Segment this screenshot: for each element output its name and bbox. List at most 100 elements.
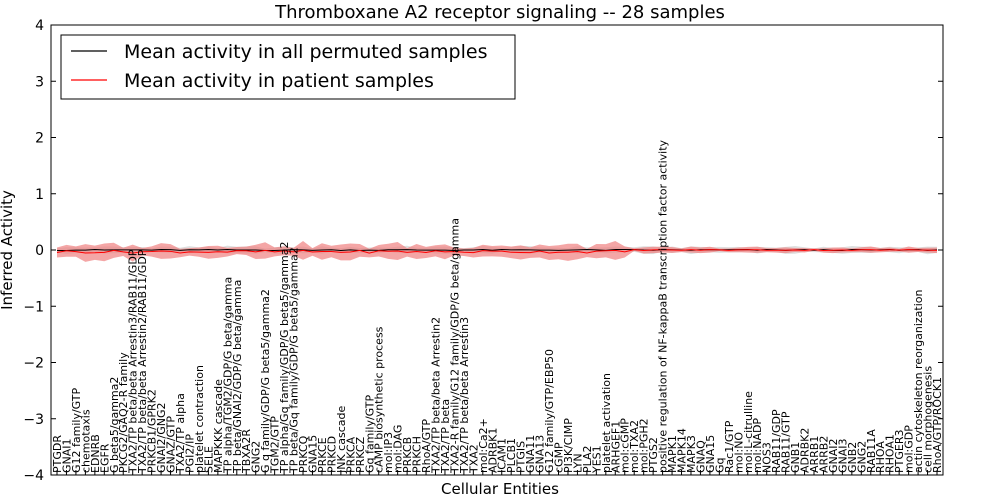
series-lines xyxy=(56,248,938,254)
category-label: GNA13 xyxy=(534,435,547,473)
category-label: MAPK14 xyxy=(676,428,689,473)
category-label: G q family/GDP/G beta5/gamma2 xyxy=(259,289,272,473)
category-label: ARRB1 xyxy=(808,436,821,473)
category-label: positive regulation of NF-kappaB transcr… xyxy=(657,139,670,473)
category-label: PGI2/IP xyxy=(183,434,196,473)
y-axis-title: Inferred Activity xyxy=(0,190,16,310)
category-label: G12 family/GTP xyxy=(70,387,83,473)
category-label: platelet activation xyxy=(600,373,613,473)
category-label: platelet contraction xyxy=(193,365,206,473)
category-label: GNAI3 xyxy=(836,438,849,473)
category-label: PTGS2 xyxy=(647,437,660,473)
y-tick-label: −3 xyxy=(23,412,44,428)
category-label: PRKCB xyxy=(401,437,414,473)
category-label: RAB11/GTP xyxy=(780,411,793,473)
category-label: G beta5/gamma2 xyxy=(108,377,121,473)
category-label: Rac1/GTP xyxy=(723,420,736,473)
category-label: Gq xyxy=(713,457,726,473)
chart-title: Thromboxane A2 receptor signaling -- 28 … xyxy=(274,2,725,23)
category-label: JNK cascade xyxy=(335,406,348,474)
category-label: NOS3 xyxy=(761,442,774,473)
category-label: TXA2-R family/G12 family/GDP/G beta/gamm… xyxy=(448,218,461,474)
category-label: TXA2/TP beta/beta Arrestin3/RAB11/GDP xyxy=(127,249,140,474)
category-label: PRKCH xyxy=(411,436,424,473)
category-label: PRKCZ xyxy=(354,436,367,473)
category-label: GNB1 xyxy=(789,442,802,473)
category-label: RhoA/GTP/ROCK1 xyxy=(931,377,944,473)
category-label: ARRB2 xyxy=(817,436,830,473)
y-tick-label: −4 xyxy=(23,468,44,484)
y-tick-label: 3 xyxy=(35,74,44,90)
category-label: PRKCD xyxy=(325,436,338,473)
category-label: mol:PGH2 xyxy=(638,418,651,473)
category-label: PLCB1 xyxy=(505,438,518,473)
category-label: ADRBK1 xyxy=(486,428,499,473)
category-label: PLA2 xyxy=(581,445,594,473)
category-label: mol:TXA2 xyxy=(628,420,641,473)
category-label: GNA11 xyxy=(524,435,537,473)
y-tick-label: 2 xyxy=(35,131,44,147)
category-label: EDNRB xyxy=(89,434,102,473)
category-label: PTGIS xyxy=(515,441,528,473)
y-tick-label: −2 xyxy=(23,356,44,372)
legend-label-permuted: Mean activity in all permuted samples xyxy=(124,41,487,63)
category-label: mol:Ca2+ xyxy=(477,418,490,473)
category-label: chemotaxis xyxy=(79,409,92,473)
series-line-patient xyxy=(56,249,938,254)
category-label: PI3K/CIMP xyxy=(562,418,575,473)
category-label: TP alpha/TGM2/GDP/G beta/gamma xyxy=(221,277,234,474)
category-label: TXA2/TP beta xyxy=(439,399,452,474)
category-label: mol:IP3 xyxy=(382,432,395,473)
category-label: RHOA xyxy=(874,441,887,473)
category-label: SELE xyxy=(202,446,215,473)
category-label: PKCG2/GAQ2-R family xyxy=(117,352,130,473)
category-label: GNA15 xyxy=(704,435,717,473)
legend-frame xyxy=(60,34,516,100)
category-label: TBXA2R xyxy=(240,429,253,474)
category-label: PRKCQ xyxy=(297,435,310,473)
category-label: GNAZ/GTP xyxy=(165,416,178,473)
category-label: TP alpha/Gq family/GDP/G beta5/gamma2 xyxy=(278,242,291,474)
category-label: EGFR xyxy=(98,443,111,473)
category-label: cell morphogenesis xyxy=(922,366,935,473)
category-label: GNG2 xyxy=(250,441,263,473)
category-label: PRKCB1/GPRK2 xyxy=(146,389,159,473)
category-label: RhoA/GTP xyxy=(420,419,433,473)
category-label: GNB2 xyxy=(846,442,859,473)
category-label: TXA2/TP alpha xyxy=(174,393,187,474)
category-label: PRKCE xyxy=(316,437,329,473)
category-label: G12 family/GTP/EBP50 xyxy=(543,349,556,473)
category-label: ARHGEF1 xyxy=(609,421,622,473)
category-label: RAB11A xyxy=(865,429,878,473)
category-label: PRKCA xyxy=(344,436,357,473)
category-label: cGMP xyxy=(553,442,566,473)
category-label: MAPK1 xyxy=(666,435,679,473)
category-label: Gq family/GTP xyxy=(363,394,376,473)
legend: Mean activity in all permuted samples Me… xyxy=(60,34,516,100)
category-label: mol:L-citrulline xyxy=(742,391,755,473)
category-label: mol:GDP xyxy=(903,425,916,473)
category-label: MAPKKK cascade xyxy=(212,379,225,473)
category-label: YES1 xyxy=(590,445,603,474)
category-label: LYN xyxy=(571,453,584,473)
category-label: mol:NADP xyxy=(751,418,764,473)
category-label: RAB11/GDP xyxy=(770,409,783,473)
category-label: cAMP biosynthetic process xyxy=(373,326,386,473)
category-label: GNAI2/GNG2 xyxy=(155,402,168,473)
y-tick-label: 0 xyxy=(35,243,44,259)
category-label: ADRBK2 xyxy=(799,428,812,473)
category-label: actin cytoskeleton reorganization xyxy=(912,289,925,473)
legend-label-patient: Mean activity in patient samples xyxy=(124,70,434,92)
x-axis-ticks xyxy=(56,470,938,475)
category-label: TP beta/Gq family/GDP/G beta5/gamma2 xyxy=(288,247,301,474)
category-label: TXA2/TP beta/beta Arrestin2 xyxy=(429,317,442,474)
x-axis-title: Cellular Entities xyxy=(441,480,559,498)
y-tick-label: −1 xyxy=(23,299,44,315)
category-label: mol:DAG xyxy=(392,425,405,473)
category-label: TXA2/TP beta/beta Arrestin3 xyxy=(458,317,471,474)
y-tick-label: 1 xyxy=(35,187,44,203)
category-label: PTGDR xyxy=(51,435,64,473)
category-label: GNAI1 xyxy=(60,438,73,473)
category-label: MAPK3 xyxy=(685,435,698,473)
